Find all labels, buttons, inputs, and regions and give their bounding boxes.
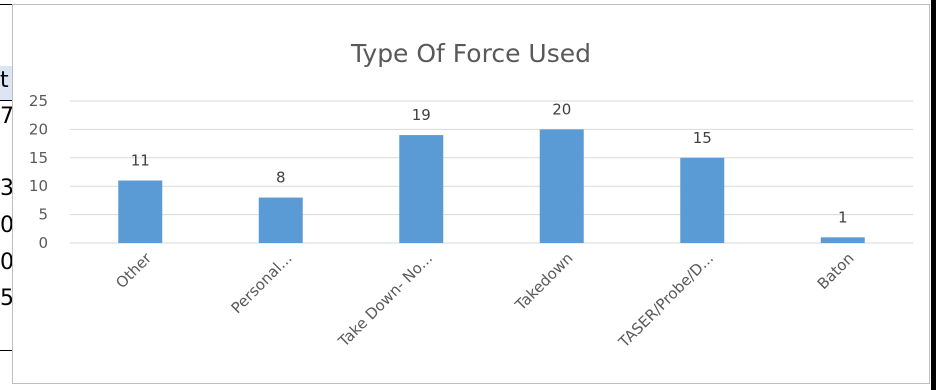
- edge-char-2: 7: [0, 106, 12, 128]
- bar-0: [118, 180, 163, 243]
- gridlines: [70, 100, 913, 244]
- x-axis-ticks: Other Personal... Take Down- No... Takedown…: [112, 249, 857, 352]
- bar-1: [258, 197, 303, 243]
- cell-border: [0, 100, 12, 101]
- bar-5: [820, 237, 865, 243]
- edge-char-5: 0: [0, 215, 12, 237]
- x-tick-label: Baton: [814, 249, 858, 293]
- x-tick-label: Other: [112, 249, 155, 292]
- chart-area[interactable]: [12, 4, 930, 384]
- data-label: 11: [131, 152, 150, 170]
- y-tick-label: 25: [29, 92, 48, 110]
- bar-2: [399, 135, 444, 243]
- window-edge: [931, 0, 936, 390]
- y-tick-label: 5: [38, 206, 48, 224]
- data-label: 19: [412, 106, 431, 124]
- bar-4: [680, 157, 725, 243]
- bar-3: [539, 129, 584, 243]
- cell-border: [0, 4, 12, 5]
- x-tick-label: Personal...: [228, 249, 296, 317]
- chart-title: Type Of Force Used: [350, 39, 591, 68]
- data-labels: 11 8 19 20 15 1: [131, 100, 848, 226]
- data-label: 1: [838, 208, 848, 226]
- y-tick-label: 0: [38, 234, 48, 252]
- spreadsheet-edge: t 7 3 0 0 5: [0, 0, 12, 390]
- data-label: 15: [693, 129, 712, 147]
- edge-char-1: t: [0, 70, 9, 92]
- edge-char-6: 0: [0, 252, 12, 274]
- y-axis-ticks: 0 5 10 15 20 25: [29, 92, 48, 252]
- y-tick-label: 10: [29, 177, 48, 195]
- edge-char-7: 5: [0, 288, 12, 310]
- bars: [118, 129, 865, 243]
- data-label: 8: [276, 169, 286, 187]
- x-tick-label: Takedown: [511, 249, 577, 315]
- selected-cell-highlight: [0, 66, 12, 100]
- x-tick-label: TASER/Probe/D...: [614, 249, 717, 352]
- x-tick-label: Take Down- No...: [334, 249, 436, 351]
- y-tick-label: 15: [29, 149, 48, 167]
- data-label: 20: [552, 100, 571, 118]
- y-tick-label: 20: [29, 120, 48, 138]
- edge-char-4: 3: [0, 178, 12, 200]
- cell-border: [0, 350, 12, 351]
